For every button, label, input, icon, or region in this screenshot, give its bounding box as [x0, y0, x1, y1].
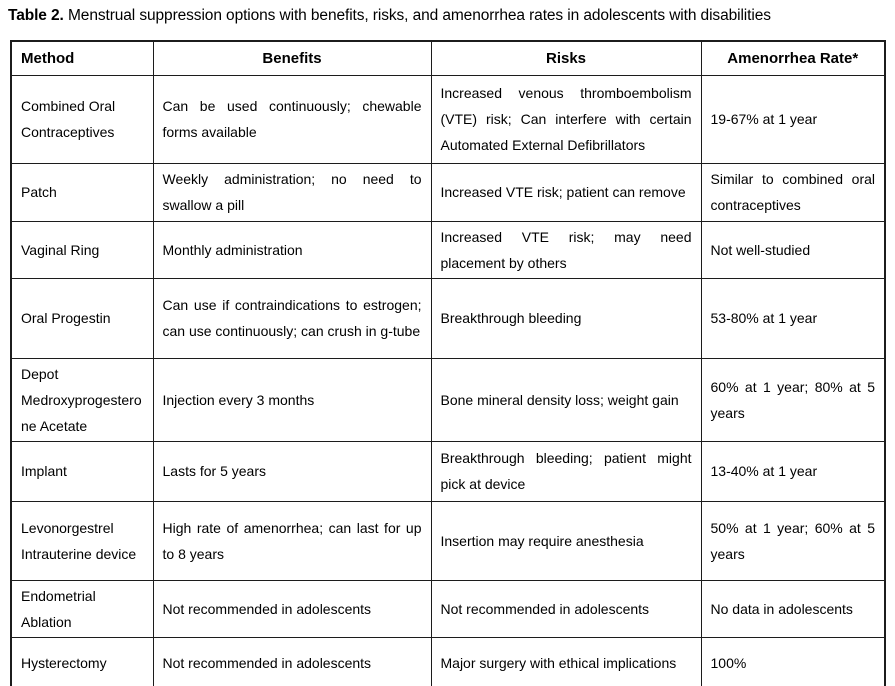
benefits-cell: Injection every 3 months [152, 357, 432, 442]
method-cell: Vaginal Ring [10, 220, 154, 279]
column-header-method: Method [10, 40, 154, 76]
amenorrhea-rate-cell: 19-67% at 1 year [700, 74, 886, 164]
amenorrhea-rate-cell: Similar to combined oral contraceptives [700, 162, 886, 222]
table-row: Vaginal Ring Monthly administration Increa… [10, 220, 886, 279]
method-cell: Depot Medroxyprogesterone Acetate [10, 357, 154, 442]
risks-cell: Breakthrough bleeding; patient might pic… [430, 440, 702, 502]
method-cell: Endometrial Ablation [10, 579, 154, 638]
risks-cell: Insertion may require anesthesia [430, 500, 702, 581]
method-cell: Combined Oral Contraceptives [10, 74, 154, 164]
risks-cell: Breakthrough bleeding [430, 277, 702, 359]
amenorrhea-rate-cell: 53-80% at 1 year [700, 277, 886, 359]
benefits-cell: High rate of amenorrhea; can last for up… [152, 500, 432, 581]
benefits-cell: Not recommended in adolescents [152, 636, 432, 686]
table-row: Levonorgestrel Intrauterine device High r… [10, 500, 886, 581]
column-header-amenorrhea-rate: Amenorrhea Rate* [700, 40, 886, 76]
table-row: Implant Lasts for 5 years Breakthrough ble… [10, 440, 886, 502]
benefits-cell: Not recommended in adolescents [152, 579, 432, 638]
benefits-cell: Can be used continuously; chewable forms… [152, 74, 432, 164]
column-header-risks: Risks [430, 40, 702, 76]
table-row: Hysterectomy Not recommended in adolescen… [10, 636, 886, 686]
table-header: Method Benefits Risks Amenorrhea Rate* [10, 40, 886, 76]
header-row: Method Benefits Risks Amenorrhea Rate* [10, 40, 886, 76]
risks-cell: Major surgery with ethical implications [430, 636, 702, 686]
table-row: Combined Oral Contraceptives Can be used … [10, 74, 886, 164]
method-cell: Implant [10, 440, 154, 502]
amenorrhea-rate-cell: 13-40% at 1 year [700, 440, 886, 502]
table-caption-text: Menstrual suppression options with benef… [68, 7, 771, 24]
amenorrhea-rate-cell: Not well-studied [700, 220, 886, 279]
amenorrhea-rate-cell: No data in adolescents [700, 579, 886, 638]
risks-cell: Increased VTE risk; patient can remove [430, 162, 702, 222]
risks-cell: Increased VTE risk; may need placement b… [430, 220, 702, 279]
benefits-cell: Lasts for 5 years [152, 440, 432, 502]
table-row: Oral Progestin Can use if contraindicatio… [10, 277, 886, 359]
risks-cell: Not recommended in adolescents [430, 579, 702, 638]
table-row: Patch Weekly administration; no need to s… [10, 162, 886, 222]
method-cell: Hysterectomy [10, 636, 154, 686]
amenorrhea-rate-cell: 50% at 1 year; 60% at 5 years [700, 500, 886, 581]
table-row: Depot Medroxyprogesterone Acetate Injecti… [10, 357, 886, 442]
table-caption-label: Table 2. [8, 7, 64, 24]
table-caption: Table 2. Menstrual suppression options w… [8, 6, 890, 26]
risks-cell: Bone mineral density loss; weight gain [430, 357, 702, 442]
table-row: Endometrial Ablation Not recommended in a… [10, 579, 886, 638]
benefits-cell: Monthly administration [152, 220, 432, 279]
benefits-cell: Can use if contraindications to estrogen… [152, 277, 432, 359]
benefits-cell: Weekly administration; no need to swallo… [152, 162, 432, 222]
amenorrhea-rate-cell: 60% at 1 year; 80% at 5 years [700, 357, 886, 442]
menstrual-suppression-table: Method Benefits Risks Amenorrhea Rate* C… [10, 40, 886, 686]
column-header-benefits: Benefits [152, 40, 432, 76]
method-cell: Oral Progestin [10, 277, 154, 359]
table-body: Combined Oral Contraceptives Can be used … [10, 74, 886, 686]
amenorrhea-rate-cell: 100% [700, 636, 886, 686]
risks-cell: Increased venous thromboembolism (VTE) r… [430, 74, 702, 164]
method-cell: Levonorgestrel Intrauterine device [10, 500, 154, 581]
method-cell: Patch [10, 162, 154, 222]
